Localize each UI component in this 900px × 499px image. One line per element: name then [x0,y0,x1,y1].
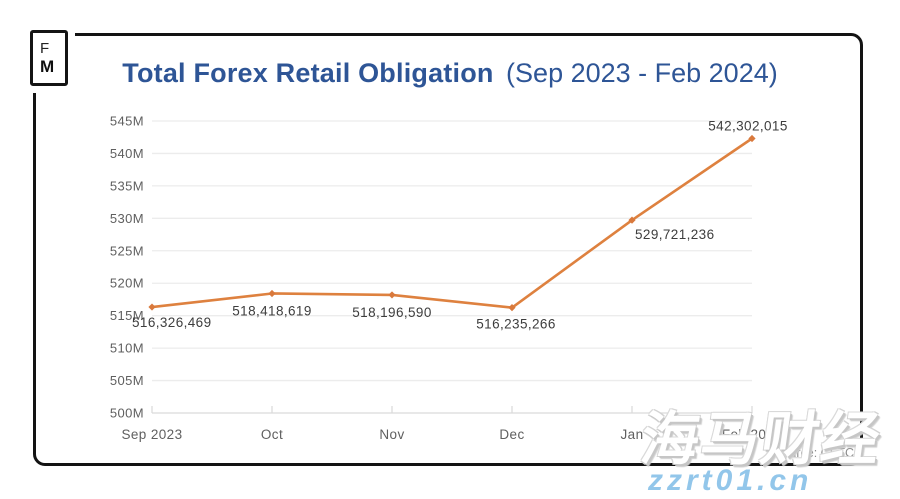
series-line [150,137,754,309]
source-credit: Source: CFTC [774,446,854,460]
data-point-label: 516,235,266 [476,317,555,332]
fm-logo: F M [30,30,68,86]
watermark-url: zzrt01.cn [648,464,813,497]
y-tick-label: 510M [110,341,144,356]
data-point-marker [508,304,516,312]
data-point-label: 542,302,015 [708,119,787,134]
data-point-marker [388,291,396,299]
x-tick-label: Nov [379,427,404,442]
y-tick-label: 505M [110,373,144,388]
x-tick-label: Feb 2024 [722,427,782,442]
chart-title: Total Forex Retail Obligation [122,58,494,88]
x-tick-label: Dec [499,427,524,442]
x-tick-label: Sep 2023 [121,427,182,442]
y-tick-label: 545M [110,114,144,129]
data-point-marker [268,289,276,298]
data-point-label: 518,418,619 [232,303,311,318]
x-tick-label: Oct [261,427,283,442]
y-tick-label: 525M [110,243,144,258]
y-tick-label: 530M [110,211,144,226]
y-tick-label: 540M [110,146,144,161]
fm-logo-letter-m: M [40,57,55,76]
x-tick-label: Jan [621,427,644,442]
chart-header: Total Forex Retail Obligation (Sep 2023 … [0,58,900,89]
y-tick-label: 500M [110,406,144,421]
y-tick-label: 515M [110,308,144,323]
y-tick-label: 535M [110,178,144,193]
data-point-marker [748,134,756,143]
data-point-label: 529,721,236 [635,227,714,242]
fm-logo-letter-f: F [40,40,50,57]
data-point-label: 518,196,590 [352,305,431,320]
y-tick-label: 520M [110,276,144,291]
chart-card [33,33,863,466]
chart-subtitle: (Sep 2023 - Feb 2024) [506,58,778,88]
data-point-label: 516,326,469 [132,315,211,330]
data-point-marker [148,303,156,311]
data-point-marker [628,216,636,224]
